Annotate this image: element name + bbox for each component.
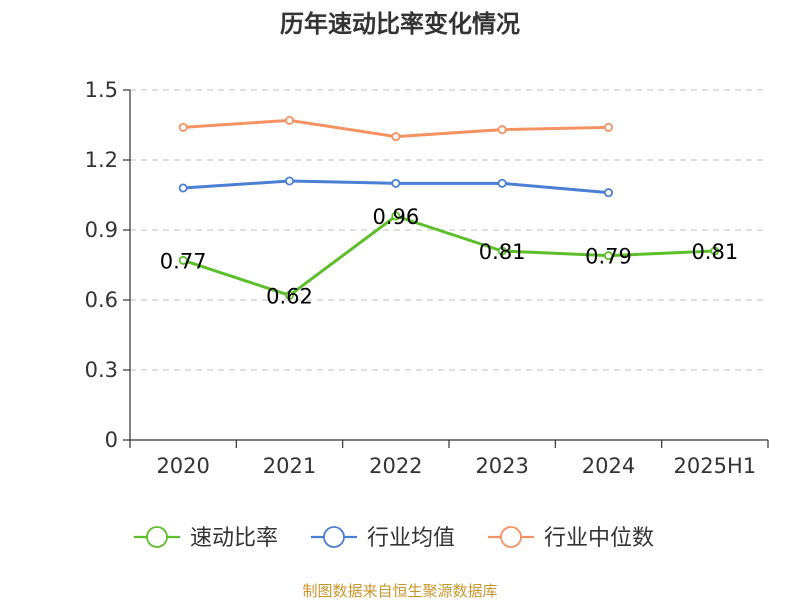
x-tick-label: 2022 xyxy=(369,454,422,478)
data-point xyxy=(497,125,507,135)
data-point xyxy=(391,178,401,188)
data-label: 0.81 xyxy=(479,240,526,264)
legend-marker xyxy=(146,526,168,548)
grid xyxy=(130,89,768,371)
data-label: 0.62 xyxy=(266,284,313,308)
data-point xyxy=(178,122,188,132)
data-label: 0.96 xyxy=(372,205,419,229)
legend[interactable]: 速动比率 行业均值 行业中位数 xyxy=(134,526,654,551)
legend-item[interactable]: 速动比率 xyxy=(134,526,278,551)
legend-marker xyxy=(500,526,522,548)
data-point xyxy=(178,255,188,265)
legend-item[interactable]: 行业中位数 xyxy=(488,526,654,551)
y-tick-label: 0 xyxy=(105,428,118,452)
data-point xyxy=(284,290,294,300)
x-tick-label: 2021 xyxy=(263,454,316,478)
data-point xyxy=(284,115,294,125)
x-tick-label: 2020 xyxy=(156,454,209,478)
data-label: 0.77 xyxy=(160,249,207,273)
legend-label: 行业中位数 xyxy=(544,526,654,551)
x-tick-label: 2023 xyxy=(475,454,528,478)
data-point xyxy=(604,188,614,198)
data-point xyxy=(497,178,507,188)
legend-marker xyxy=(323,526,345,548)
y-tick-label: 0.9 xyxy=(85,218,118,242)
source-note: 制图数据来自恒生聚源数据库 xyxy=(302,582,497,600)
y-tick-label: 1.2 xyxy=(85,148,118,172)
data-point xyxy=(604,122,614,132)
series-line xyxy=(182,214,715,297)
data-label: 0.79 xyxy=(585,245,632,269)
x-tick-label: 2025H1 xyxy=(674,454,757,478)
data-point xyxy=(178,183,188,193)
legend-label: 行业均值 xyxy=(367,526,455,551)
y-tick-label: 0.6 xyxy=(85,288,118,312)
data-point xyxy=(497,246,507,256)
axes: 0 0.3 0.6 0.9 1.2 1.5 2020 2021 2022 2023 2024 2025… xyxy=(85,78,769,478)
data-point xyxy=(710,246,720,256)
x-tick-label: 2024 xyxy=(582,454,635,478)
y-tick-label: 1.5 xyxy=(85,78,118,102)
data-labels: 0.77 0.62 0.96 0.81 0.79 0.81 xyxy=(160,205,738,308)
chart-title: 历年速动比率变化情况 xyxy=(280,10,520,38)
data-point xyxy=(604,251,614,261)
y-tick-label: 0.3 xyxy=(85,358,118,382)
legend-label: 速动比率 xyxy=(190,526,278,551)
legend-item[interactable]: 行业均值 xyxy=(311,526,455,551)
data-point xyxy=(391,211,401,221)
data-point xyxy=(284,176,294,186)
data-label: 0.81 xyxy=(691,240,738,264)
series-layer xyxy=(178,115,720,300)
data-point xyxy=(391,132,401,142)
